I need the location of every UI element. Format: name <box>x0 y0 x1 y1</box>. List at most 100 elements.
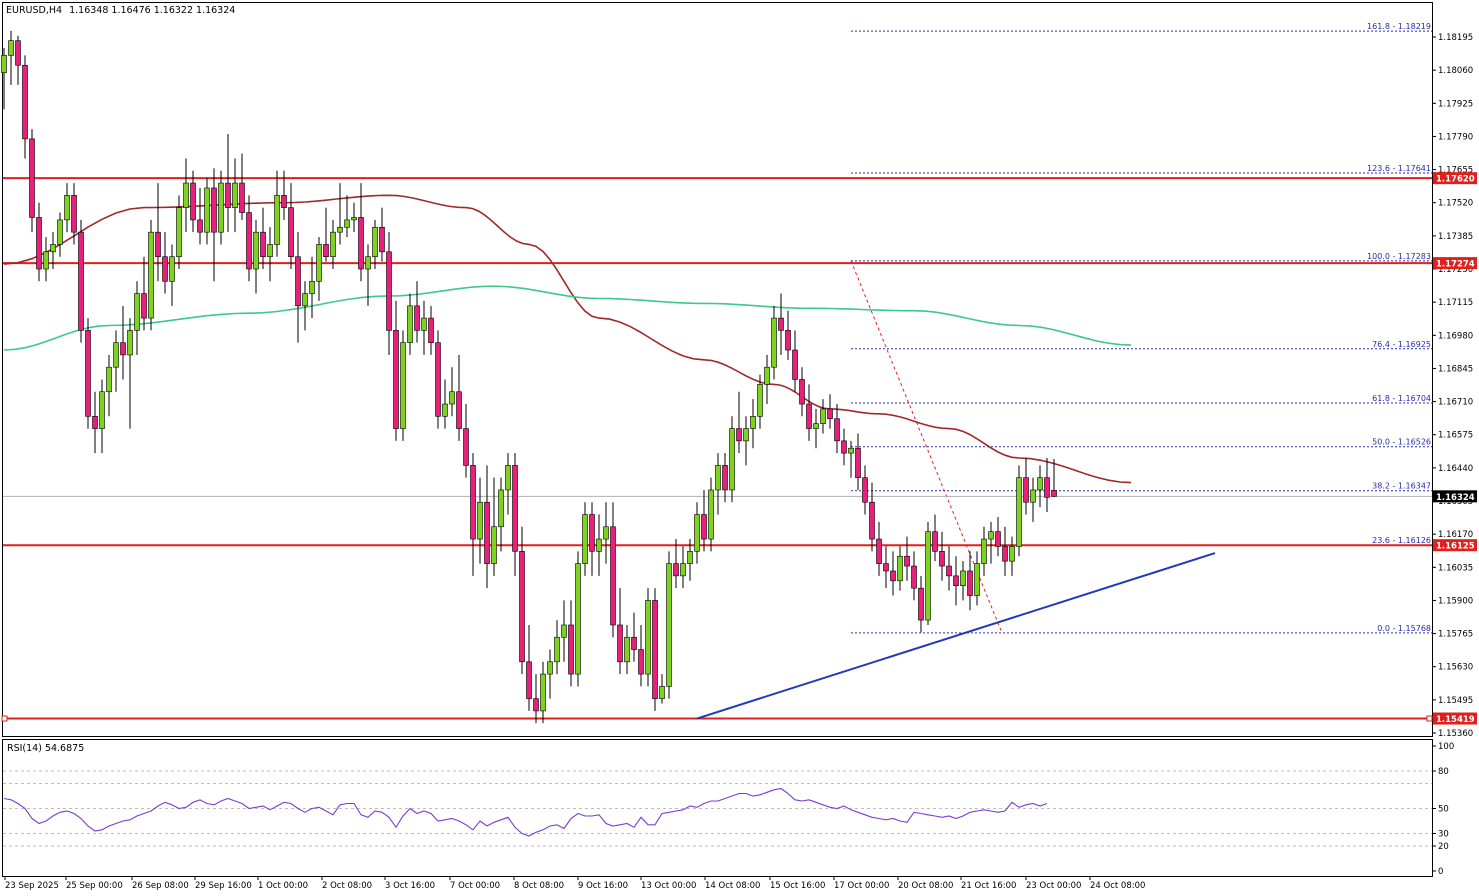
candle <box>92 391 98 454</box>
candle <box>435 330 441 429</box>
rsi-grid <box>3 770 1432 847</box>
fib-level-label: 61.8 - 1.16704 <box>1372 394 1431 403</box>
bullish-candle-body <box>715 465 721 491</box>
candle <box>659 674 665 704</box>
bullish-candle-body <box>316 244 322 282</box>
bearish-candle-body <box>288 207 294 258</box>
bullish-candle-body <box>582 514 588 564</box>
candle <box>358 183 364 282</box>
bearish-candle-body <box>526 661 532 699</box>
candle <box>134 281 140 355</box>
candle <box>603 502 609 564</box>
candle <box>687 539 693 581</box>
bullish-candle-body <box>232 182 238 208</box>
candle <box>799 367 805 417</box>
candle <box>148 219 154 331</box>
candle <box>519 526 525 675</box>
candle <box>666 551 672 699</box>
candle <box>897 546 903 591</box>
candle <box>211 168 217 282</box>
candle <box>225 133 231 233</box>
bearish-candle-body <box>841 440 847 454</box>
level-price-tag-label: 1.17620 <box>1436 175 1475 185</box>
price-pane-frame <box>2 2 1433 737</box>
bearish-candle-body <box>162 256 168 282</box>
candle <box>379 207 385 262</box>
bullish-candle-body <box>764 366 770 385</box>
bullish-candle-body <box>99 391 105 429</box>
current-price-tag-label: 1.16324 <box>1436 493 1475 503</box>
candle <box>505 453 511 515</box>
level-price-tag-bg <box>1433 712 1477 725</box>
candle <box>309 256 315 319</box>
time-tick-label: 3 Oct 16:00 <box>385 881 435 891</box>
candle <box>813 408 819 449</box>
candle <box>162 232 168 294</box>
bearish-candle-body <box>610 526 616 626</box>
candle <box>1044 458 1050 513</box>
price-tags: 1.17620 1.17274 1.16125 1.15419 1.16324 <box>1433 172 1477 725</box>
bearish-candle-body <box>652 600 658 699</box>
candle <box>918 575 924 633</box>
bearish-candle-body <box>799 379 805 405</box>
candle <box>36 202 42 282</box>
bearish-candle-body <box>484 501 490 564</box>
candle <box>463 404 469 478</box>
candle <box>953 556 959 606</box>
time-tick-label: 9 Oct 16:00 <box>578 881 628 891</box>
price-tick-label: 1.15360 <box>1438 729 1473 739</box>
candle <box>757 374 763 429</box>
bearish-candle-body <box>778 317 784 331</box>
bullish-candle-body <box>43 251 49 270</box>
fibonacci-levels: 161.8 - 1.18219 123.6 - 1.17641 100.0 - 1.… <box>850 22 1432 634</box>
symbol-name: EURUSD,H4 <box>6 5 62 16</box>
bearish-candle-body <box>876 538 882 564</box>
candle <box>232 158 238 233</box>
rsi-series <box>3 787 1048 837</box>
rsi-tick-label: 50 <box>1438 805 1449 815</box>
bearish-candle-body <box>904 555 910 567</box>
candle <box>729 416 735 503</box>
bullish-candle-body <box>820 408 826 424</box>
candle <box>337 183 343 245</box>
bearish-candle-body <box>806 403 812 429</box>
candle <box>484 465 490 589</box>
bullish-candle-body <box>204 187 210 233</box>
bearish-candle-body <box>701 514 707 540</box>
bearish-candle-body <box>736 428 742 442</box>
ohlc-values: 1.16348 1.16476 1.16322 1.16324 <box>69 5 235 16</box>
candle <box>316 237 322 301</box>
level-price-tag-bg <box>1433 172 1477 185</box>
fib-swing-line <box>850 260 1003 634</box>
price-tick-label: 1.17655 <box>1438 166 1473 176</box>
candle <box>939 531 945 581</box>
bearish-candle-body <box>281 195 287 208</box>
bearish-candle-body <box>1051 490 1057 497</box>
candle <box>540 661 546 724</box>
bullish-candle-body <box>400 342 406 429</box>
bullish-candle-body <box>106 366 112 393</box>
candle <box>974 551 980 606</box>
bullish-candle-body <box>666 563 672 687</box>
candle <box>645 588 651 687</box>
candle <box>1037 465 1043 508</box>
candle <box>190 170 196 233</box>
candle <box>29 129 35 233</box>
candle <box>386 232 392 355</box>
rsi-line <box>3 787 1048 837</box>
bullish-candle-body <box>596 538 602 552</box>
bearish-candle-body <box>456 391 462 429</box>
bearish-candle-body <box>792 349 798 380</box>
candle <box>64 183 70 233</box>
price-tick-label: 1.16035 <box>1438 563 1473 573</box>
candle <box>715 453 721 515</box>
bearish-candle-body <box>120 342 126 356</box>
candle <box>43 237 49 282</box>
bearish-candle-body <box>631 636 637 650</box>
candle <box>526 624 532 711</box>
bearish-candle-body <box>239 182 245 213</box>
candle <box>596 514 602 576</box>
candle <box>792 330 798 392</box>
time-tick-label: 23 Sep 2025 <box>5 881 59 891</box>
